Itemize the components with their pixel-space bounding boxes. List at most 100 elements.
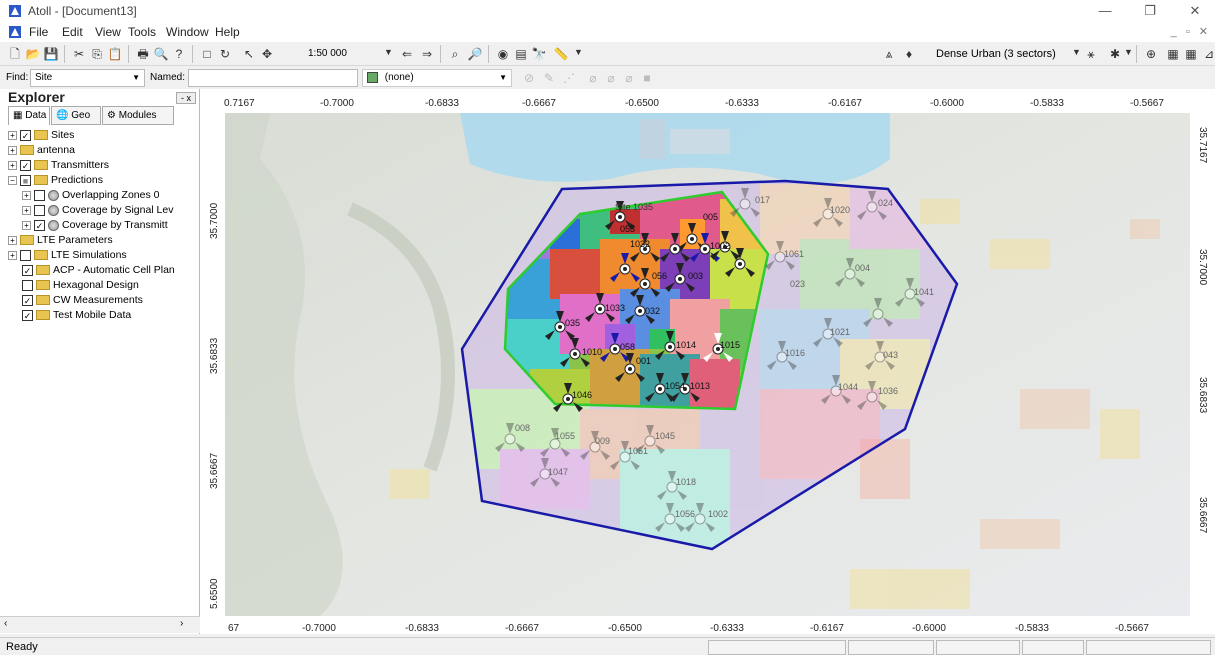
cut-icon[interactable]: ✂ — [73, 47, 85, 61]
environment-selector[interactable]: Dense Urban (3 sectors) — [936, 48, 1056, 60]
filter-select[interactable]: (none) ▼ — [362, 69, 512, 87]
site-marker[interactable] — [730, 188, 760, 217]
expand-icon[interactable]: + — [8, 250, 17, 260]
add-site-icon[interactable]: ✱ — [1109, 47, 1121, 61]
site-marker[interactable] — [895, 278, 925, 307]
copy-icon[interactable]: ⎘ — [92, 47, 102, 61]
checkbox[interactable] — [34, 189, 45, 201]
site-marker[interactable] — [767, 341, 797, 370]
collapse-icon[interactable]: − — [8, 175, 17, 185]
site-marker[interactable] — [615, 353, 645, 382]
tree-item-coverage-signal[interactable]: + Coverage by Signal Lev — [22, 204, 174, 219]
site-marker[interactable] — [540, 428, 570, 457]
site-marker[interactable] — [865, 341, 895, 370]
edit-tool-icon[interactable]: ■ — [643, 71, 651, 85]
map-view[interactable]: Site 1035 053 1032 056 003 005 1002 032 … — [200, 89, 1215, 634]
forward-arrow-icon[interactable]: ⇒ — [421, 47, 433, 61]
zoom-rect-icon[interactable]: ⌕ — [451, 47, 459, 61]
edit-tool-icon[interactable]: ⌀ — [607, 71, 615, 85]
explorer-horizontal-scrollbar[interactable]: ‹ › — [0, 616, 200, 633]
tree-item-predictions[interactable]: − ■ Predictions — [8, 174, 103, 189]
site-marker[interactable] — [553, 383, 583, 412]
site-marker[interactable] — [813, 318, 843, 347]
menu-file[interactable]: File — [29, 25, 49, 39]
legend-icon[interactable]: ▤ — [515, 47, 527, 61]
find-icon[interactable]: 🔭 — [531, 47, 547, 61]
explorer-close-button[interactable]: - x — [176, 92, 196, 104]
edit-tool-icon[interactable]: ⊘ — [523, 71, 535, 85]
zoom-icon[interactable]: 🔎 — [467, 47, 483, 61]
edit-tool-icon[interactable]: ⌀ — [625, 71, 633, 85]
site-marker[interactable] — [645, 373, 675, 402]
grid-icon[interactable]: ▦ — [1185, 47, 1197, 61]
environment-icon[interactable]: ♦ — [905, 47, 913, 61]
expand-icon[interactable]: + — [8, 130, 17, 140]
checkbox[interactable]: ✓ — [22, 264, 33, 276]
menu-view[interactable]: View — [95, 25, 121, 39]
site-marker[interactable] — [625, 295, 655, 324]
paste-icon[interactable]: 📋 — [107, 47, 123, 61]
select-rect-icon[interactable]: □ — [203, 47, 211, 61]
site-marker[interactable] — [660, 233, 690, 262]
help-icon[interactable]: ? — [175, 47, 183, 61]
tree-item-antenna[interactable]: + antenna — [8, 144, 75, 159]
open-icon[interactable]: 📂 — [25, 47, 41, 61]
site-marker[interactable] — [585, 293, 615, 322]
checkbox[interactable]: ✓ — [20, 159, 31, 171]
site-marker[interactable] — [725, 248, 755, 277]
menu-help[interactable]: Help — [215, 25, 240, 39]
menu-window[interactable]: Window — [166, 25, 209, 39]
menu-tools[interactable]: Tools — [128, 25, 157, 39]
scroll-right-icon[interactable]: › — [180, 618, 184, 629]
site-marker[interactable] — [635, 425, 665, 454]
tab-geo[interactable]: 🌐 Geo — [51, 106, 101, 125]
print-preview-icon[interactable]: 🔍 — [153, 47, 169, 61]
chart-icon[interactable]: ⊿ — [1203, 47, 1215, 61]
pointer-icon[interactable]: ↖ — [243, 47, 255, 61]
site-marker[interactable] — [821, 375, 851, 404]
document-icon[interactable] — [8, 25, 22, 39]
tree-item-cw-measurements[interactable]: ✓ CW Measurements — [22, 294, 143, 309]
site-marker[interactable] — [670, 373, 700, 402]
refresh-icon[interactable]: ↻ — [219, 47, 231, 61]
site-marker[interactable] — [545, 311, 575, 340]
site-marker[interactable] — [835, 258, 865, 287]
site-marker[interactable] — [857, 191, 887, 220]
checkbox[interactable] — [22, 279, 33, 291]
back-arrow-icon[interactable]: ⇐ — [401, 47, 413, 61]
site-marker[interactable] — [630, 233, 660, 262]
display-icon[interactable]: ◉ — [497, 47, 509, 61]
site-marker[interactable] — [655, 331, 685, 360]
checkbox[interactable] — [20, 249, 31, 261]
ruler-dropdown-chevron-icon[interactable]: ▼ — [574, 47, 583, 57]
scroll-left-icon[interactable]: ‹ — [4, 618, 8, 629]
site-marker[interactable] — [703, 333, 733, 362]
tree-item-transmitters[interactable]: + ✓ Transmitters — [8, 159, 109, 174]
maximize-button[interactable]: ❐ — [1144, 3, 1156, 18]
expand-icon[interactable]: + — [22, 220, 31, 230]
tab-data[interactable]: ▦ Data — [8, 106, 50, 125]
mdi-window-controls[interactable]: _ ▫ ✕ — [1170, 26, 1211, 38]
site-marker[interactable] — [657, 471, 687, 500]
tree-item-sites[interactable]: + ✓ Sites — [8, 129, 74, 144]
expand-icon[interactable]: + — [22, 190, 31, 200]
site-marker[interactable] — [630, 268, 660, 297]
site-marker[interactable] — [655, 503, 685, 532]
tree-item-lte-parameters[interactable]: + LTE Parameters — [8, 234, 113, 249]
site-marker[interactable] — [685, 503, 715, 532]
site-marker[interactable] — [863, 298, 893, 327]
tree-item-lte-simulations[interactable]: + LTE Simulations — [8, 249, 127, 264]
scale-value[interactable]: 1:50 000 — [308, 48, 347, 59]
site-marker[interactable] — [813, 198, 843, 227]
ruler-icon[interactable]: 📏 — [553, 47, 569, 61]
site-marker[interactable] — [857, 381, 887, 410]
site-marker[interactable] — [580, 431, 610, 460]
save-icon[interactable]: 💾 — [43, 47, 59, 61]
tree-item-coverage-transmitter[interactable]: + ✓ Coverage by Transmitt — [22, 219, 168, 234]
checkbox[interactable]: ✓ — [34, 219, 45, 231]
checkbox[interactable]: ✓ — [22, 309, 33, 321]
checkbox[interactable]: ■ — [20, 174, 31, 186]
site-marker[interactable] — [610, 253, 640, 282]
site-marker[interactable] — [665, 263, 695, 292]
site-marker[interactable] — [600, 333, 630, 362]
